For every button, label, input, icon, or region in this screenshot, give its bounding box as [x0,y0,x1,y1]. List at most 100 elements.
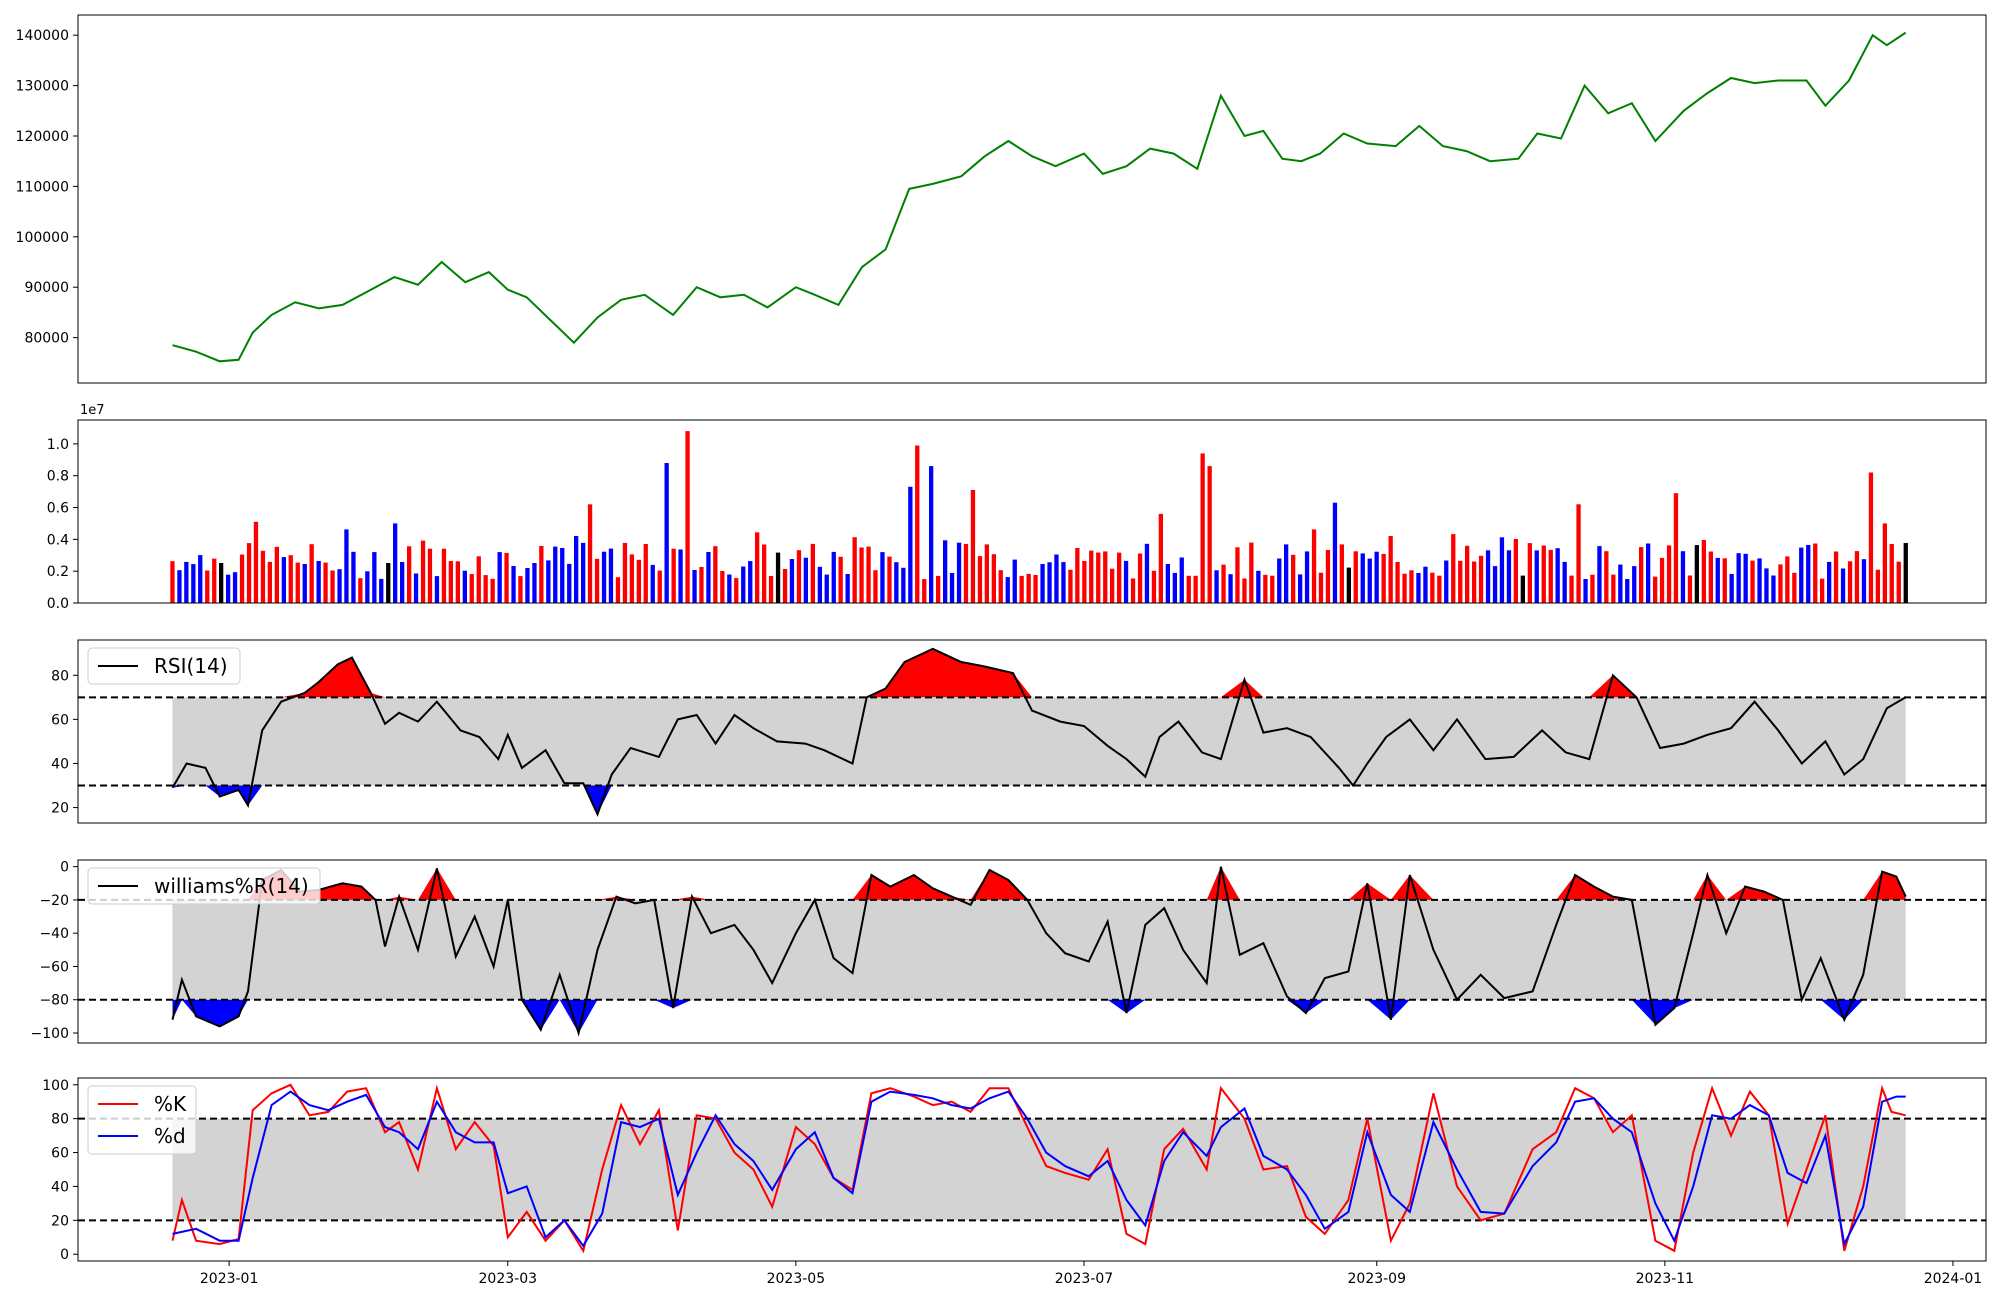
rsi-ytick-label: 80 [51,668,69,684]
volume-bar [1729,574,1734,603]
price-panel: 80000 90000 100000 110000 120000 130000 140000 [16,14,1987,384]
volume-bar [372,552,377,603]
stochastic-ytick-label: 80 [51,1112,69,1128]
volume-bar [1618,564,1623,603]
price-ytick-label: 100000 [16,230,69,246]
volume-bar [1896,561,1901,603]
price-ytick-label: 140000 [16,28,69,44]
williams-ytick-label: 0 [60,860,69,876]
volume-bar [1200,453,1205,603]
volume-bar [413,573,419,603]
volume-bar [615,577,621,603]
volume-bar [1653,576,1658,603]
volume-bar [518,576,523,603]
volume-panel: 0.0 0.2 0.4 0.6 0.8 1.0 1e7 [47,403,1987,612]
volume-bar [1882,523,1887,603]
volume-bar [1193,575,1198,603]
volume-bar [1569,575,1574,603]
volume-bar [671,548,676,603]
volume-bar [1736,553,1741,603]
volume-bar [880,552,885,603]
volume-bar [706,552,711,603]
stochastic-frame [77,1077,1987,1262]
volume-bar [587,504,593,603]
volume-bar [462,570,467,603]
rsi-ytick-label: 40 [51,756,69,772]
volume-bar [622,542,628,603]
volume-bar [977,556,983,603]
volume-bar [936,575,941,603]
volume-bar [260,550,266,603]
volume-bar [386,563,391,603]
volume-bar [1075,548,1080,603]
volume-bar [1527,543,1532,603]
d-line [172,1090,1906,1248]
volume-bar [1263,574,1268,603]
volume-bar [1764,568,1769,603]
williams-legend-label: williams%R(14) [154,874,309,898]
x-tick-label: 2023-11 [1636,1271,1695,1287]
volume-ytick-label: 0.6 [47,501,69,517]
volume-bar [455,561,460,603]
volume-bar [1861,559,1867,603]
x-tick-label: 2023-01 [200,1271,259,1287]
volume-bar [984,544,989,603]
volume-bar [490,578,495,603]
rsi-legend: RSI(14) [87,647,241,685]
volume-ytick-label: 0.0 [47,596,69,612]
volume-bar [177,570,182,603]
volume-bar [1680,551,1686,603]
volume-bar [1117,552,1122,603]
volume-bar [246,543,252,603]
volume-bar [922,579,927,603]
volume-bar [1381,554,1386,603]
volume-bar [1458,560,1463,603]
volume-bar [191,564,196,603]
volume-bar [1416,573,1421,603]
volume-bar [560,548,565,603]
volume-bar [970,490,976,603]
volume-bar [1673,493,1679,603]
volume-bar [1061,562,1066,603]
volume-bar [1186,575,1191,603]
volume-bar [1646,543,1651,603]
volume-bar [1875,569,1880,603]
volume-bar [553,546,558,603]
volume-bar [608,548,614,603]
volume-bar [1214,570,1219,603]
volume-bar [337,569,342,603]
williams-ytick-label: −20 [39,893,69,909]
volume-bar [1687,575,1693,603]
volume-bar [1792,572,1797,603]
stochastic-ytick-label: 0 [60,1247,69,1263]
volume-bar [407,546,412,603]
volume-bar [685,431,690,603]
volume-bar [1506,550,1512,603]
volume-bar [789,559,795,603]
volume-bar [351,551,356,603]
volume-bar [1325,550,1331,603]
volume-bar [309,544,314,603]
volume-bar [365,571,370,603]
volume-bar [1423,566,1428,603]
volume-bar [316,561,321,603]
rsi-line [171,647,1907,817]
volume-bar [567,563,572,603]
volume-bar [720,571,725,603]
volume-bar [1820,578,1825,603]
volume-bar [887,556,892,603]
volume-bar [1430,572,1435,603]
volume-bar [692,570,697,603]
volume-bar [1158,513,1163,603]
volume-bar [657,570,662,603]
volume-bar [1778,564,1783,603]
volume-bar [1604,551,1609,603]
volume-bar [1012,559,1017,603]
k-line [171,1083,1906,1254]
volume-bar [1694,545,1699,603]
rsi-frame [77,639,1987,824]
volume-bar [636,559,641,603]
volume-bar [1221,564,1226,603]
volume-bar [1854,551,1860,603]
volume-bar [1284,544,1289,603]
